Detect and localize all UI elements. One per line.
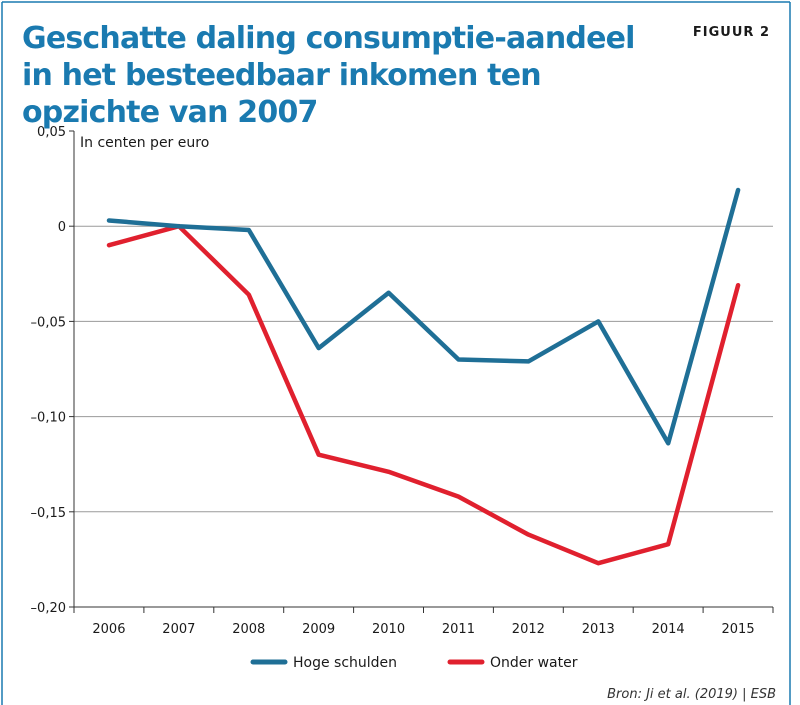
figure-label: FIGUUR 2 xyxy=(692,25,770,40)
y-tick-label: –0,15 xyxy=(31,506,66,521)
series-group xyxy=(106,187,741,566)
x-tick-label: 2006 xyxy=(92,622,125,637)
axes xyxy=(73,131,773,608)
y-tick-label: –0,05 xyxy=(31,315,66,330)
x-axis-ticks: 2006 2007 2008 2009 2010 2011 2012 2013 2014 2015 xyxy=(73,607,774,637)
y-axis-label: In centen per euro xyxy=(80,135,209,151)
legend: Hoge schulden Onder water xyxy=(250,655,578,671)
y-tick-label: 0 xyxy=(58,220,66,235)
y-tick-label: –0,10 xyxy=(31,411,66,426)
y-axis-ticks: 0,05 0 –0,05 –0,10 –0,15 –0,20 xyxy=(31,125,74,616)
gridlines xyxy=(74,225,773,513)
x-tick-label: 2012 xyxy=(512,622,545,637)
legend-label: Onder water xyxy=(490,655,578,671)
x-tick-label: 2015 xyxy=(722,622,755,637)
source-note: Bron: Ji et al. (2019) | ESB xyxy=(607,687,776,702)
y-tick-label: –0,20 xyxy=(31,601,66,616)
x-tick-label: 2007 xyxy=(162,622,195,637)
chart-title: Geschatte daling consumptie-aandeel in h… xyxy=(22,21,635,130)
x-tick-label: 2013 xyxy=(582,622,615,637)
series-line-1 xyxy=(106,223,741,566)
x-tick-label: 2008 xyxy=(232,622,265,637)
y-tick-label: 0,05 xyxy=(37,125,66,140)
legend-label: Hoge schulden xyxy=(293,655,397,671)
series-line-0 xyxy=(106,187,741,446)
x-tick-label: 2014 xyxy=(652,622,685,637)
x-tick-label: 2011 xyxy=(442,622,475,637)
x-tick-label: 2010 xyxy=(372,622,405,637)
x-tick-label: 2009 xyxy=(302,622,335,637)
